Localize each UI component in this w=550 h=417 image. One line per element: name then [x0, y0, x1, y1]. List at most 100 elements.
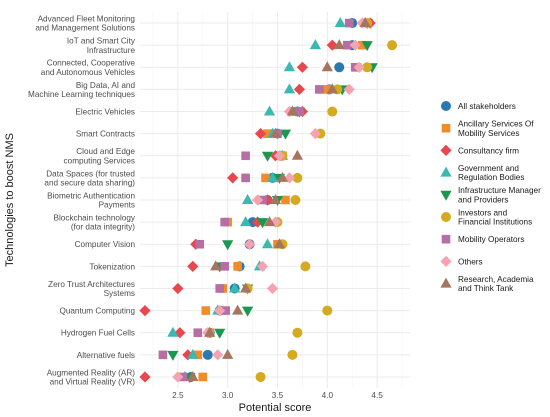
- data-point: [315, 85, 324, 94]
- legend-key: [441, 101, 451, 111]
- legend-label: Mobility Operators: [458, 235, 524, 244]
- y-tick-label: Hydrogen Fuel Cells: [61, 329, 135, 338]
- data-point: [241, 151, 250, 161]
- data-point: [172, 282, 184, 295]
- data-points: [139, 17, 398, 383]
- data-point: [266, 171, 279, 182]
- data-point: [283, 172, 296, 184]
- data-point: [266, 282, 279, 295]
- y-tick-label: Data Spaces (for trusted and secure data …: [44, 169, 135, 187]
- data-point: [387, 40, 398, 51]
- x-tick-label: 4.5: [371, 391, 383, 400]
- data-point: [349, 39, 361, 51]
- data-point: [269, 127, 282, 138]
- data-point: [174, 327, 186, 339]
- data-point: [187, 370, 199, 381]
- legend-label: Research, Academia and Think Tank: [458, 275, 534, 293]
- y-tick-label: Computer Vision: [75, 240, 136, 249]
- data-point: [287, 349, 298, 360]
- data-point: [283, 61, 296, 72]
- data-point: [167, 326, 179, 337]
- legend-key: [441, 123, 451, 133]
- y-tick-label: Big Data, AI and Machine Learning techniq…: [28, 81, 135, 99]
- data-point: [269, 194, 282, 204]
- legend-key: [440, 255, 452, 267]
- legend-label: Consultancy firm: [458, 146, 519, 155]
- data-point: [158, 350, 168, 360]
- data-point: [221, 306, 230, 315]
- y-tick-label: Advanced Fleet Monitoring and Management …: [35, 14, 135, 32]
- data-point: [198, 372, 208, 382]
- data-point: [263, 216, 276, 227]
- data-point: [296, 61, 308, 73]
- data-point: [309, 128, 321, 140]
- legend-label: Ancillary Services Of Mobility Services: [458, 120, 534, 138]
- data-point: [227, 172, 239, 184]
- legend-key: [440, 166, 452, 177]
- data-point: [323, 85, 332, 94]
- data-point: [290, 195, 301, 205]
- data-point: [212, 349, 224, 361]
- data-point: [242, 194, 254, 204]
- data-point: [201, 306, 211, 315]
- data-point: [233, 262, 242, 271]
- legend-label: All stakeholders: [458, 102, 516, 111]
- data-point: [283, 83, 296, 94]
- data-point: [361, 41, 373, 52]
- data-point: [261, 194, 274, 206]
- x-tick-label: 3.5: [272, 391, 284, 400]
- data-point: [300, 261, 311, 272]
- data-point: [222, 348, 234, 359]
- data-point: [204, 326, 216, 337]
- data-point: [273, 238, 286, 249]
- data-point: [241, 173, 250, 183]
- legend-label: Investors and Financial Institutions: [458, 208, 532, 226]
- data-point: [326, 83, 338, 94]
- data-point: [309, 39, 321, 50]
- data-point: [353, 61, 365, 73]
- x-axis-title: Potential score: [239, 402, 312, 414]
- data-point: [291, 149, 304, 160]
- data-point: [240, 282, 252, 293]
- data-point: [293, 83, 306, 96]
- legend-key: [440, 190, 452, 201]
- data-point: [243, 238, 256, 250]
- data-point: [333, 39, 345, 50]
- data-point: [232, 304, 244, 315]
- legend-label: Infrastructure Manager and Providers: [458, 186, 541, 204]
- data-point: [344, 18, 354, 28]
- data-point: [256, 218, 269, 229]
- data-point: [321, 61, 333, 72]
- data-point: [276, 171, 289, 182]
- data-point: [322, 305, 333, 316]
- data-point: [187, 260, 199, 272]
- y-tick-label: Electric Vehicles: [75, 108, 135, 117]
- y-tick-label: Biometric Authentication Payments: [47, 191, 135, 209]
- data-point: [139, 371, 151, 383]
- data-point: [261, 151, 274, 162]
- data-point: [222, 240, 234, 251]
- data-point: [220, 262, 229, 271]
- y-tick-label: Connected, Cooperative and Autonomous Veh…: [41, 59, 136, 77]
- y-tick-label: Augmented Reality (AR) and Virtual Realit…: [47, 368, 136, 386]
- y-tick-label: Cloud and Edge computing Services: [64, 147, 136, 165]
- series-group: [187, 17, 371, 381]
- data-point: [343, 83, 355, 96]
- data-point: [273, 150, 286, 162]
- data-point: [334, 17, 346, 28]
- y-tick-label: Smart Contracts: [76, 130, 135, 139]
- legend-key: [440, 277, 452, 288]
- data-point: [327, 106, 338, 117]
- data-point: [281, 195, 290, 205]
- data-point: [357, 40, 367, 50]
- axis-ticks: 2.5 3.0 3.5 4.0 4.5 Advanced Fleet Monitoring…: [28, 14, 383, 400]
- data-point: [172, 371, 184, 383]
- y-tick-label: Quantum Computing: [59, 307, 135, 316]
- data-point: [139, 304, 151, 317]
- data-point: [229, 282, 241, 293]
- data-point: [214, 304, 226, 317]
- y-tick-label: Blockchain technology (for data integrity…: [54, 214, 136, 232]
- data-point: [193, 328, 203, 338]
